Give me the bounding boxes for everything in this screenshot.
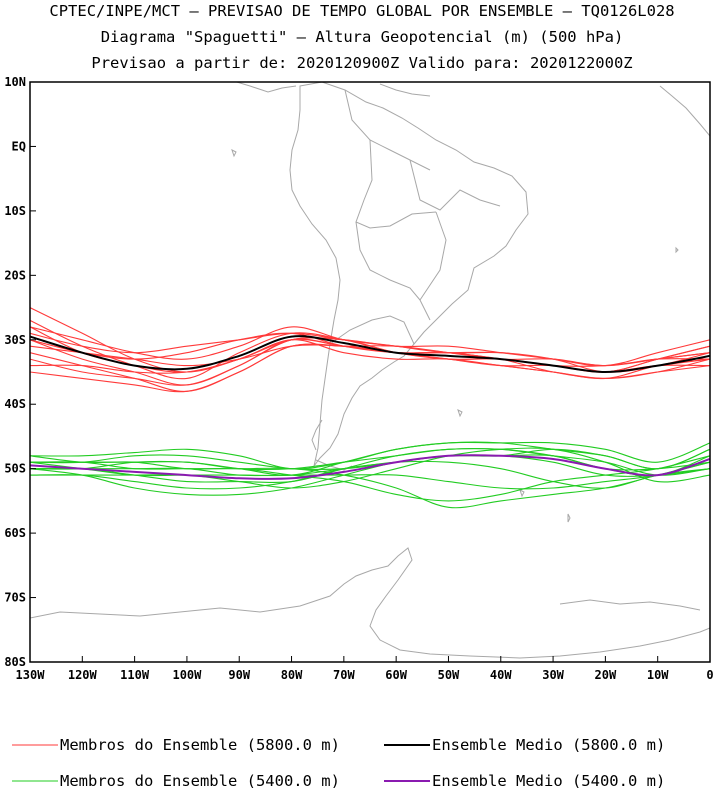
mean-line-5800-24 xyxy=(30,335,710,374)
x-tick-label-0: 0 xyxy=(706,668,713,682)
y-tick-label-60S: 60S xyxy=(4,526,26,540)
x-tick-label-80W: 80W xyxy=(281,668,303,682)
x-tick-label-30W: 30W xyxy=(542,668,564,682)
x-tick-label-110W: 110W xyxy=(120,668,150,682)
y-tick-label-20S: 20S xyxy=(4,268,26,282)
x-axis: 130W 120W 110W 100W 90W 80W 70W 60W 50W 40W 30W 20W… xyxy=(16,656,714,682)
chart-title-line3: Previsao a partir de: 2020120900Z Valido… xyxy=(91,54,632,72)
x-tick-label-120W: 120W xyxy=(68,668,98,682)
chart-title-line1: CPTEC/INPE/MCT – PREVISAO DE TEMPO GLOBA… xyxy=(49,2,674,20)
y-tick-label-80S: 80S xyxy=(4,655,26,669)
member-line-5400-20 xyxy=(30,461,710,490)
member-line-5400-19 xyxy=(30,455,710,502)
x-tick-label-60W: 60W xyxy=(385,668,407,682)
legend-label-mean-5800: Ensemble Medio (5800.0 m) xyxy=(432,736,665,754)
member-line-5400-16 xyxy=(30,454,710,496)
member-line-5400-23 xyxy=(30,448,710,476)
x-tick-label-40W: 40W xyxy=(490,668,512,682)
legend-label-mean-5400: Ensemble Medio (5400.0 m) xyxy=(432,772,665,790)
coastline-map xyxy=(30,82,710,659)
y-tick-label-10N: 10N xyxy=(4,75,26,89)
member-line-5800-0 xyxy=(30,307,710,373)
y-tick-label-EQ: EQ xyxy=(12,139,26,153)
y-tick-label-10S: 10S xyxy=(4,204,26,218)
plot-frame xyxy=(29,81,711,663)
y-tick-label-70S: 70S xyxy=(4,591,26,605)
x-tick-label-20W: 20W xyxy=(595,668,617,682)
chart-title-line2: Diagrama "Spaguetti" – Altura Geopotenci… xyxy=(101,28,624,46)
x-tick-label-90W: 90W xyxy=(228,668,250,682)
y-tick-label-40S: 40S xyxy=(4,397,26,411)
mean-line-5400-25 xyxy=(30,454,710,480)
member-line-5800-8 xyxy=(30,343,710,393)
legend-label-member-5800: Membros do Ensemble (5800.0 m) xyxy=(60,736,340,754)
x-tick-label-70W: 70W xyxy=(333,668,355,682)
y-axis: 10N EQ 10S 20S 30S 40S 50S 60S 70S 80S xyxy=(4,75,36,669)
y-tick-label-50S: 50S xyxy=(4,462,26,476)
x-tick-label-50W: 50W xyxy=(438,668,460,682)
member-line-5800-9 xyxy=(30,332,710,379)
x-tick-label-100W: 100W xyxy=(172,668,202,682)
legend: Membros do Ensemble (5800.0 m) Ensemble … xyxy=(12,736,665,790)
y-tick-label-30S: 30S xyxy=(4,333,26,347)
legend-label-member-5400: Membros do Ensemble (5400.0 m) xyxy=(60,772,340,790)
member-line-5400-21 xyxy=(30,448,710,470)
series-layer xyxy=(30,307,710,509)
x-tick-label-10W: 10W xyxy=(647,668,669,682)
member-line-5400-22 xyxy=(30,447,710,489)
x-tick-label-130W: 130W xyxy=(16,668,46,682)
